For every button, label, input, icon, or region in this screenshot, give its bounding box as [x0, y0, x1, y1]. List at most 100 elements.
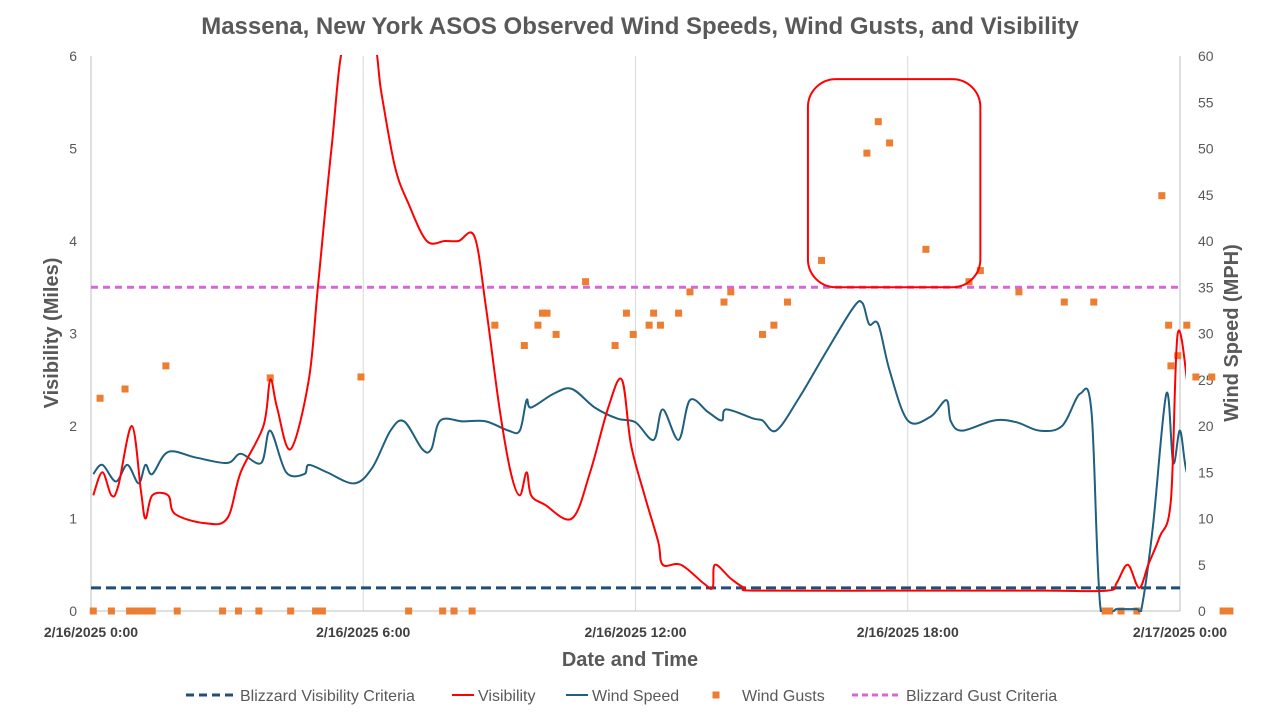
wind-gust-point: [1165, 321, 1173, 329]
wind-gust-point: [784, 298, 792, 306]
wind-gust-point: [1106, 607, 1114, 615]
legend-swatch: [712, 691, 720, 699]
wind-gust-point: [727, 288, 735, 296]
wind-gusts-markers: [89, 118, 1234, 615]
wind-gust-point: [312, 607, 320, 615]
left-axis-ticks: 0 1 2 3 4 5 6: [69, 48, 77, 619]
wind-gust-point: [611, 342, 619, 350]
wind-gust-point: [759, 330, 767, 338]
wind-gust-point: [255, 607, 263, 615]
legend-item-wind-gusts: Wind Gusts: [712, 688, 825, 705]
wind-gust-point: [645, 321, 653, 329]
wind-gust-point: [107, 607, 115, 615]
wind-gust-point: [89, 607, 97, 615]
wind-gust-point: [491, 321, 499, 329]
wind-gust-point: [162, 362, 170, 370]
wind-gust-point: [656, 321, 664, 329]
wind-gust-point: [1158, 192, 1166, 200]
left-tick-label: 2: [69, 418, 77, 434]
wind-gust-point: [450, 607, 458, 615]
wind-gust-point: [219, 607, 227, 615]
chart-title: Massena, New York ASOS Observed Wind Spe…: [201, 13, 1079, 40]
right-tick-label: 30: [1198, 326, 1214, 342]
wind-gust-point: [1174, 352, 1182, 360]
highlight-layer: [806, 78, 982, 289]
wind-gust-point: [1060, 298, 1068, 306]
wind-gust-point: [1192, 373, 1200, 381]
x-tick-label: 2/16/2025 0:00: [44, 624, 138, 640]
wind-gust-point: [135, 607, 143, 615]
right-tick-label: 50: [1198, 141, 1214, 157]
wind-gust-point: [1015, 288, 1023, 296]
highlight-box: [806, 78, 982, 289]
legend-item-blizzard-gust-criteria: Blizzard Gust Criteria: [852, 688, 1057, 705]
wind-gust-point: [538, 309, 546, 317]
wind-speed-line: [92, 300, 1186, 612]
wind-gust-point: [266, 374, 274, 382]
wind-gust-point: [318, 607, 326, 615]
left-tick-label: 6: [69, 48, 77, 64]
wind-gust-point: [439, 607, 447, 615]
wind-gust-point: [629, 330, 637, 338]
wind-gust-point: [675, 309, 683, 317]
wind-gust-point: [173, 607, 181, 615]
right-tick-label: 45: [1198, 187, 1214, 203]
wind-gust-point: [686, 288, 694, 296]
wind-gust-point: [543, 309, 551, 317]
wind-gust-point: [770, 321, 778, 329]
right-tick-label: 15: [1198, 464, 1214, 480]
x-tick-label: 2/16/2025 12:00: [585, 624, 687, 640]
wind-gust-point: [287, 607, 295, 615]
right-tick-label: 55: [1198, 94, 1214, 110]
legend-item-blizzard-visibility-criteria: Blizzard Visibility Criteria: [186, 688, 415, 705]
wind-gust-point: [534, 321, 542, 329]
right-tick-label: 40: [1198, 233, 1214, 249]
wind-gust-point: [650, 309, 658, 317]
left-tick-label: 1: [69, 511, 77, 527]
left-tick-label: 4: [69, 233, 77, 249]
wind-gust-point: [922, 245, 930, 253]
x-tick-label: 2/16/2025 18:00: [857, 624, 959, 640]
legend-label: Wind Gusts: [742, 688, 825, 705]
wind-gust-point: [720, 298, 728, 306]
wind-gust-point: [976, 267, 984, 275]
left-axis-title: Visibility (Miles): [41, 258, 63, 409]
legend-item-wind-speed: Wind Speed: [566, 688, 679, 705]
wind-gust-point: [886, 139, 894, 147]
wind-gust-point: [818, 256, 826, 264]
wind-gust-point: [139, 607, 147, 615]
wind-gust-point: [1117, 607, 1125, 615]
wind-gust-point: [874, 118, 882, 126]
right-tick-label: 60: [1198, 48, 1214, 64]
wind-gust-point: [144, 607, 152, 615]
left-tick-label: 3: [69, 326, 77, 342]
left-tick-label: 0: [69, 603, 77, 619]
wind-gust-point: [148, 607, 156, 615]
wind-gust-point: [96, 394, 104, 402]
x-tick-label: 2/17/2025 0:00: [1133, 624, 1227, 640]
wind-gust-point: [1090, 298, 1098, 306]
wind-gust-point: [552, 330, 560, 338]
right-tick-label: 10: [1198, 511, 1214, 527]
left-tick-label: 5: [69, 141, 77, 157]
right-tick-label: 0: [1198, 603, 1206, 619]
wind-gust-point: [121, 385, 129, 393]
legend-label: Blizzard Gust Criteria: [906, 688, 1057, 705]
wind-gust-point: [582, 278, 590, 286]
wind-gust-point: [405, 607, 413, 615]
right-tick-label: 35: [1198, 279, 1214, 295]
legend-item-visibility: Visibility: [452, 688, 536, 705]
wind-gust-point: [468, 607, 476, 615]
wind-gust-point: [520, 342, 528, 350]
wind-gust-point: [1167, 362, 1175, 370]
x-axis-ticks: 2/16/2025 0:00 2/16/2025 6:00 2/16/2025 12…: [44, 624, 1227, 640]
wind-gust-point: [126, 607, 134, 615]
wind-gust-point: [863, 149, 871, 157]
wind-gust-point: [1101, 607, 1109, 615]
wind-gust-point: [1183, 321, 1191, 329]
series-layer: [89, 55, 1234, 615]
wind-gust-point: [1226, 607, 1234, 615]
wind-gust-point: [1208, 373, 1216, 381]
